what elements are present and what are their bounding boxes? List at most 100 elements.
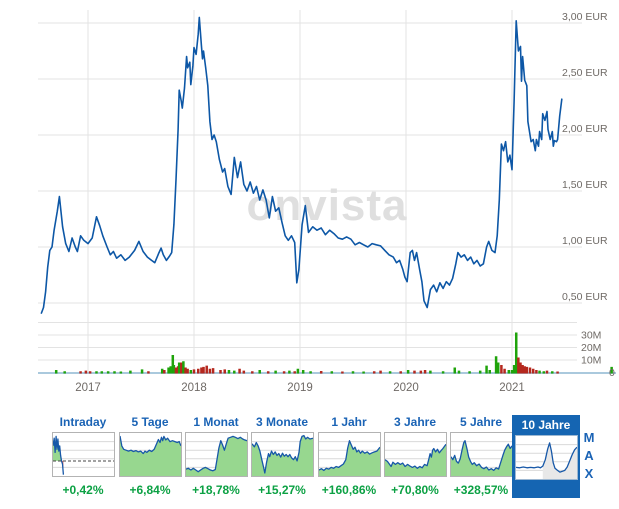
volume-bar [84, 370, 88, 374]
volume-bar [413, 370, 416, 374]
spark-line [251, 434, 313, 474]
volume-bar [525, 366, 529, 374]
volume-bar [184, 367, 187, 374]
volume-tick-label: 0 [609, 367, 615, 379]
volume-bar [163, 370, 166, 374]
period-change-pct: +70,80% [391, 483, 439, 497]
volume-bar [242, 370, 246, 374]
period-tab-label: 10 Jahre [521, 418, 571, 432]
volume-bar [293, 371, 296, 374]
volume-bar [296, 368, 300, 374]
price-tick-label: 2,50 EUR [562, 67, 608, 79]
spark-fill [450, 440, 512, 476]
sparkline-chart [184, 432, 248, 477]
volume-bar [379, 370, 382, 374]
year-label: 2018 [181, 382, 207, 394]
volume-bar [528, 367, 532, 374]
volume-bar [510, 370, 514, 374]
volume-bar [542, 371, 546, 374]
volume-bar [211, 368, 215, 374]
onvista-watermark: onvista [246, 181, 407, 230]
period-tab-label: 1 Jahr [331, 415, 367, 429]
volume-bar [282, 371, 286, 374]
volume-bar [351, 371, 355, 374]
period-change-pct: +6,84% [129, 483, 171, 497]
period-tab-5-tage[interactable]: 5 Tage +6,84% [117, 415, 183, 497]
volume-bar [205, 365, 208, 374]
volume-bar [208, 368, 212, 374]
max-button-letter: A [584, 448, 594, 463]
spark-line [318, 440, 380, 472]
volume-bar [551, 371, 554, 374]
volume-bar [192, 369, 196, 374]
period-tab-intraday[interactable]: Intraday +0,42% [50, 415, 116, 497]
spark-line [119, 435, 181, 455]
max-button-letter: X [584, 466, 594, 481]
volume-bar [512, 365, 516, 374]
volume-bar [258, 370, 261, 374]
volume-bar [172, 365, 176, 374]
volume-bar [330, 371, 334, 374]
volume-bar [274, 370, 277, 374]
volume-bar [457, 370, 461, 374]
period-tab-label: 1 Monat [193, 415, 239, 429]
price-tick-label: 0,50 EUR [562, 291, 608, 303]
volume-bar [519, 362, 522, 374]
volume-bar [169, 366, 172, 374]
period-change-pct: +0,42% [62, 483, 104, 497]
period-tab-label: 5 Tage [131, 415, 169, 429]
volume-bar [488, 370, 491, 374]
volume-bar [189, 370, 193, 374]
period-tab-1-monat[interactable]: 1 Monat +18,78% [183, 415, 249, 497]
period-tab-label: 5 Jahre [459, 415, 503, 429]
volume-bar [309, 371, 312, 374]
volume-bar [196, 368, 200, 374]
period-tab-3-monate[interactable]: 3 Monate +15,27% [249, 415, 315, 497]
year-label: 2017 [75, 382, 101, 394]
max-button-letter: M [583, 430, 595, 445]
year-label: 2020 [393, 382, 419, 394]
volume-bar [531, 368, 535, 374]
sparkline-chart [449, 432, 513, 477]
price-line [40, 16, 563, 314]
volume-bar [180, 362, 183, 374]
volume-bar [106, 371, 110, 374]
volume-bar [129, 370, 132, 374]
volume-bar [202, 366, 205, 374]
price-volume-chart[interactable]: onvista 3,00 EUR 2,50 EUR 2,00 EUR 1,50 EUR 1… [0, 0, 619, 410]
volume-bar [610, 366, 613, 374]
volume-bar [453, 367, 457, 374]
sparkline-chart [51, 432, 115, 477]
volume-bar [288, 370, 291, 374]
volume-bar [167, 367, 170, 374]
volume-bar [406, 370, 410, 374]
volume-bar [54, 370, 58, 374]
spark-line [450, 440, 512, 472]
volume-bar [468, 371, 471, 374]
sparkline-chart [317, 432, 381, 477]
volume-bar [399, 371, 402, 374]
main-chart-svg[interactable]: onvista 3,00 EUR 2,50 EUR 2,00 EUR 1,50 EUR 1… [0, 0, 619, 410]
volume-bar [419, 370, 423, 374]
volume-bar [223, 369, 226, 374]
volume-bar [494, 356, 498, 374]
volume-bar [88, 371, 92, 374]
sparkline-chart [118, 432, 182, 477]
volume-bar [227, 370, 231, 374]
price-tick-label: 1,50 EUR [562, 179, 608, 191]
period-tab-5-jahre[interactable]: 5 Jahre +328,57% [448, 415, 514, 497]
period-tab-1-jahr[interactable]: 1 Jahr +160,86% [316, 415, 382, 497]
volume-bar [514, 332, 518, 374]
volume-tick-label: 30M [581, 330, 601, 342]
volume-bar [556, 371, 559, 374]
period-change-pct: +160,86% [321, 483, 377, 497]
volume-bar [521, 365, 524, 374]
sparkline-chart [250, 432, 314, 477]
volume-bar [319, 371, 323, 374]
period-tab-10-jahre[interactable]: 10 Jahre [512, 415, 580, 498]
volume-bar [429, 370, 432, 374]
period-tab-3-jahre[interactable]: 3 Jahre +70,80% [382, 415, 448, 497]
volume-bar [233, 370, 236, 374]
